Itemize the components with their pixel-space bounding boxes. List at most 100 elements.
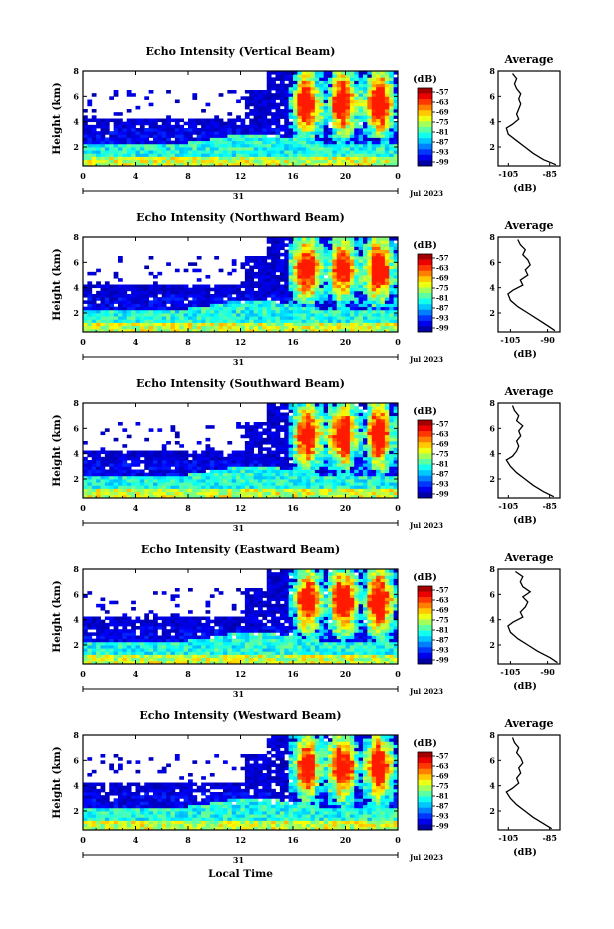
heatmap-cell xyxy=(319,118,325,123)
heatmap-cell xyxy=(266,475,272,480)
heatmap-cell xyxy=(148,134,154,138)
heatmap-cell xyxy=(354,444,360,448)
heatmap-cell xyxy=(131,319,136,323)
heatmap-cell xyxy=(332,134,338,138)
heatmap-cell xyxy=(293,71,298,75)
heatmap-cell xyxy=(358,134,364,138)
heatmap-cell xyxy=(349,90,355,94)
heatmap-cell xyxy=(279,240,285,244)
heatmap-cell xyxy=(345,109,351,113)
heatmap-cell xyxy=(363,406,368,410)
heatmap-cell xyxy=(192,479,198,483)
heatmap-cell xyxy=(323,437,329,442)
heatmap-cell xyxy=(345,74,351,78)
heatmap-cell xyxy=(354,297,360,301)
heatmap-cell xyxy=(328,309,333,314)
heatmap-cell xyxy=(266,109,272,113)
colorbar xyxy=(418,420,432,499)
heatmap-cell xyxy=(122,140,128,145)
heatmap-cell xyxy=(113,147,119,151)
heatmap-cell xyxy=(301,159,307,164)
heatmap-cell xyxy=(205,437,211,442)
heatmap-cell xyxy=(297,275,303,279)
heatmap-cell xyxy=(118,147,123,151)
heatmap-cell xyxy=(227,271,233,276)
heatmap-cell xyxy=(209,494,215,499)
heatmap-cell xyxy=(258,475,263,480)
heatmap-cell xyxy=(384,437,390,442)
heatmap-cell xyxy=(96,162,101,167)
heatmap-cell xyxy=(188,124,193,129)
heatmap-cell xyxy=(126,297,132,301)
heatmap-cell xyxy=(122,316,128,320)
heatmap-cell xyxy=(227,303,233,308)
heatmap-cell xyxy=(148,140,154,145)
heatmap-cell xyxy=(367,463,373,467)
heatmap-cell xyxy=(332,140,338,145)
heatmap-cell xyxy=(266,437,272,442)
colorbar-tick-label: -87 xyxy=(436,138,449,147)
heatmap-cell xyxy=(104,118,110,123)
heatmap-cell xyxy=(349,313,355,317)
heatmap-cell xyxy=(288,262,294,266)
heatmap-cell xyxy=(328,437,333,442)
heatmap-cell xyxy=(87,309,93,314)
heatmap-cell xyxy=(336,475,342,480)
heatmap-cell xyxy=(205,147,211,151)
heatmap-cell xyxy=(354,262,360,266)
heatmap-cell xyxy=(166,316,171,320)
heatmap-cell xyxy=(262,316,268,320)
heatmap-cell xyxy=(83,300,88,304)
heatmap-cell xyxy=(371,284,377,289)
heatmap-cell xyxy=(192,466,198,470)
heatmap-cell xyxy=(288,74,294,78)
heatmap-cell xyxy=(153,300,158,304)
colorbar-swatch xyxy=(418,431,432,438)
heatmap-cell xyxy=(279,456,285,461)
heatmap-cell xyxy=(288,319,294,323)
colorbar-swatch xyxy=(418,99,432,106)
heatmap-cell xyxy=(367,265,373,270)
heatmap-cell xyxy=(122,469,128,474)
heatmap-cell xyxy=(328,412,333,417)
heatmap-cell xyxy=(293,252,298,257)
heatmap-cell xyxy=(271,156,276,161)
heatmap-cell xyxy=(266,268,272,273)
heatmap-cell xyxy=(275,109,281,113)
heatmap-cell xyxy=(345,412,351,417)
heatmap-cell xyxy=(135,134,141,138)
heatmap-cell xyxy=(363,437,368,442)
heatmap-cell xyxy=(297,268,303,273)
heatmap-cell xyxy=(279,80,285,85)
heatmap-cell xyxy=(161,156,167,161)
heatmap-cell xyxy=(148,472,154,477)
heatmap-cell xyxy=(231,466,237,470)
heatmap-cell xyxy=(367,466,373,470)
heatmap-cell xyxy=(363,403,368,407)
heatmap-cell xyxy=(87,147,93,151)
heatmap-cell xyxy=(100,469,106,474)
heatmap-cell xyxy=(319,252,325,257)
heatmap-cell xyxy=(389,83,395,88)
heatmap-cell xyxy=(310,322,316,327)
heatmap-cell xyxy=(196,287,202,292)
heatmap-cell xyxy=(118,137,123,142)
heatmap-cell xyxy=(319,409,325,413)
heatmap-cell xyxy=(236,287,241,292)
heatmap-cell xyxy=(363,441,368,445)
heatmap-cell xyxy=(249,466,255,470)
heatmap-cell xyxy=(328,96,333,100)
heatmap-cell xyxy=(236,290,241,295)
heatmap-cell xyxy=(240,319,246,323)
heatmap-cell xyxy=(144,159,150,164)
heatmap-cell xyxy=(87,450,93,455)
heatmap-cell xyxy=(301,74,307,78)
heatmap-cell xyxy=(319,479,325,483)
heatmap-cell xyxy=(161,463,167,467)
heatmap-cell xyxy=(188,121,193,126)
heatmap-cell xyxy=(306,472,311,477)
heatmap-cell xyxy=(301,275,307,279)
heatmap-cell xyxy=(87,479,93,483)
heatmap-cell xyxy=(174,287,180,292)
heatmap-cell xyxy=(157,460,163,464)
